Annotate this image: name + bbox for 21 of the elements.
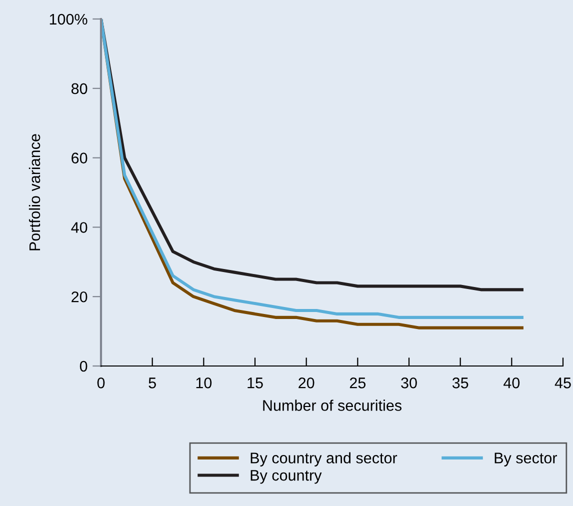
x-tick-label: 5 — [148, 378, 156, 388]
x-tick-label: 15 — [248, 378, 263, 388]
x-tick-label: 0 — [97, 378, 105, 388]
legend-label: By country — [250, 470, 322, 484]
x-tick-label: 20 — [298, 378, 314, 388]
x-tick-label: 30 — [401, 378, 417, 388]
legend-label: By country and sector — [250, 452, 398, 466]
x-tick-label: 35 — [452, 378, 468, 388]
x-tick-label: 45 — [554, 378, 571, 388]
legend-label: By sector — [494, 452, 557, 466]
x-axis-title: Number of securities — [263, 400, 402, 411]
y-tick-label: 100% — [50, 14, 88, 25]
x-tick-label: 40 — [504, 378, 520, 388]
x-tick-label: 25 — [350, 378, 366, 388]
y-tick-label: 20 — [72, 291, 88, 302]
y-tick-label: 0 — [80, 360, 88, 372]
x-tick-label: 10 — [196, 378, 212, 388]
y-tick-label: 80 — [71, 83, 88, 94]
y-axis-title: Portfolio variance — [28, 134, 40, 250]
y-tick-label: 60 — [72, 152, 88, 164]
y-tick-label: 40 — [71, 222, 88, 233]
